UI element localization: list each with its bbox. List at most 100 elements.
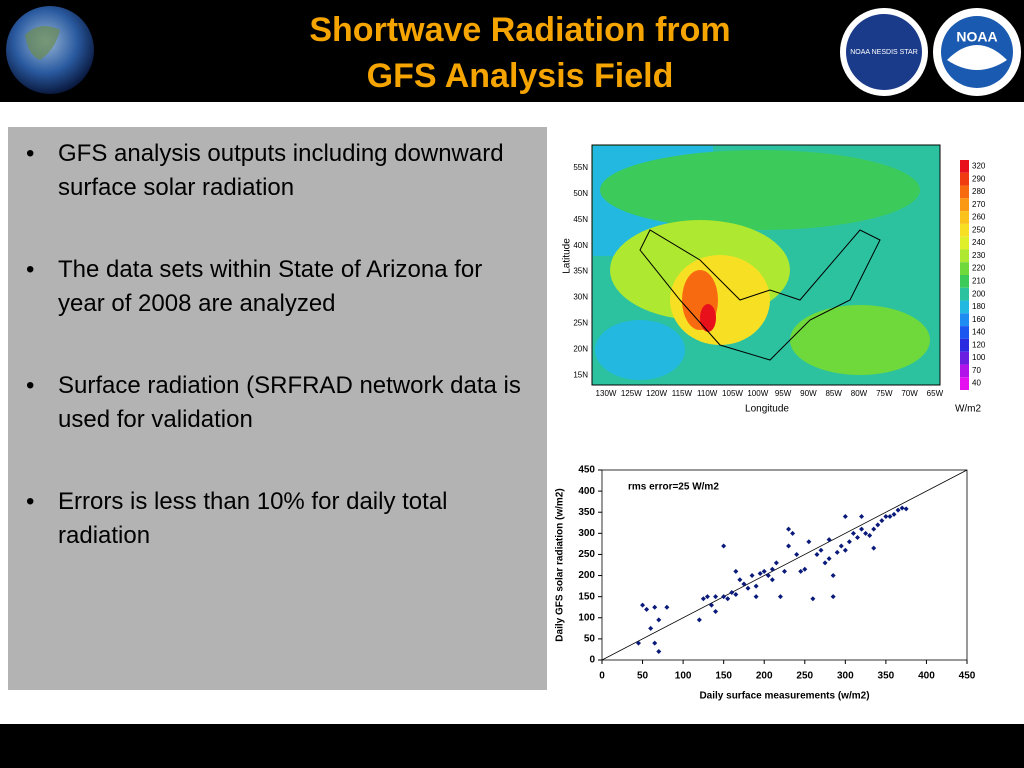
lon-label: 95W: [775, 389, 792, 398]
colorbar-label: 40: [972, 379, 981, 388]
colorbar-segment: [960, 249, 969, 263]
annotation: rms error=25 W/m2: [628, 482, 719, 493]
noaa-logo-bird: [947, 45, 1007, 70]
point: [806, 539, 812, 545]
point: [648, 625, 654, 631]
point: [895, 507, 901, 513]
x-tick-label: 300: [837, 671, 854, 682]
colorbar-label: 160: [972, 315, 986, 324]
lat-label: 30N: [573, 293, 588, 302]
y-tick-label: 250: [578, 549, 595, 560]
point: [725, 596, 731, 602]
lon-label: 100W: [747, 389, 768, 398]
nesdis-logo-inner: [846, 14, 922, 90]
point: [863, 530, 869, 536]
colorbar-segment: [960, 364, 969, 378]
point: [786, 543, 792, 549]
x-tick-label: 50: [637, 671, 649, 682]
colorbar-label: 70: [972, 366, 981, 375]
point: [850, 530, 856, 536]
x-tick-label: 0: [599, 671, 605, 682]
colorbar-segment: [960, 326, 969, 339]
point: [875, 522, 881, 528]
point: [745, 585, 751, 591]
colorbar: 320 290 280 270 260 250 240 230 220 210 200 180 160 1…: [960, 160, 986, 390]
point: [859, 513, 865, 519]
y-tick-label: 400: [578, 486, 595, 497]
y-tick-label: 50: [584, 634, 596, 645]
point: [818, 547, 824, 553]
lon-label: 85W: [825, 389, 842, 398]
lat-label: 50N: [573, 189, 588, 198]
point: [765, 573, 771, 579]
map-region: [790, 305, 930, 375]
point: [753, 594, 759, 600]
lon-label: 105W: [722, 389, 743, 398]
point: [777, 594, 783, 600]
point: [887, 513, 893, 519]
y-tick-label: 150: [578, 591, 595, 602]
lon-label: 120W: [646, 389, 667, 398]
colorbar-segment: [960, 351, 969, 365]
point: [859, 526, 865, 532]
header-rule: [0, 102, 1024, 104]
point: [640, 602, 646, 608]
map-xlabel: Longitude: [745, 404, 789, 415]
point: [709, 602, 714, 608]
point: [757, 570, 763, 576]
colorbar-label: 270: [972, 200, 986, 209]
colorbar-label: 250: [972, 225, 986, 234]
lon-label: 90W: [800, 389, 817, 398]
colorbar-segment: [960, 287, 969, 301]
point: [867, 532, 873, 538]
x-tick-label: 350: [878, 671, 895, 682]
point: [891, 511, 897, 517]
x-tick-label: 100: [675, 671, 692, 682]
colorbar-label: 200: [972, 289, 986, 298]
colorbar-segment: [960, 223, 969, 237]
point: [798, 568, 804, 574]
title-line: Shortwave Radiation from: [309, 11, 730, 49]
earth-land: [25, 26, 60, 60]
point: [713, 594, 719, 600]
point: [810, 596, 816, 602]
point: [903, 506, 909, 512]
point: [700, 596, 706, 602]
bullet-list: GFS analysis outputs including downward …: [26, 137, 527, 553]
point: [826, 556, 832, 562]
point: [737, 577, 743, 583]
point: [826, 537, 832, 543]
point: [696, 617, 702, 623]
point: [842, 513, 848, 519]
point: [883, 513, 889, 519]
lon-label: 70W: [901, 389, 918, 398]
x-tick-label: 400: [918, 671, 935, 682]
colorbar-segment: [960, 338, 969, 352]
colorbar-segment: [960, 185, 969, 199]
map: [591, 144, 941, 386]
colorbar-segment: [960, 160, 969, 173]
colorbar-segment: [960, 172, 969, 186]
x-axis-label: Daily surface measurements (w/m2): [699, 691, 869, 702]
colorbar-label: 220: [972, 264, 986, 273]
point: [652, 604, 658, 610]
colorbar-segment: [960, 236, 969, 250]
lat-label: 35N: [573, 267, 588, 276]
colorbar-label: 320: [972, 161, 986, 170]
colorbar-label: 290: [972, 174, 986, 183]
point: [733, 568, 739, 574]
point: [786, 526, 792, 532]
lon-label: 125W: [621, 389, 642, 398]
point: [741, 581, 747, 587]
title-line: GFS Analysis Field: [367, 57, 674, 95]
point: [846, 539, 852, 545]
map-region: [700, 304, 716, 332]
point: [899, 505, 905, 511]
colorbar-segment: [960, 198, 969, 212]
lon-label: 75W: [876, 389, 893, 398]
point: [838, 543, 844, 549]
nesdis-logo-text: NOAA NESDIS STAR: [850, 49, 918, 56]
point: [656, 649, 662, 655]
